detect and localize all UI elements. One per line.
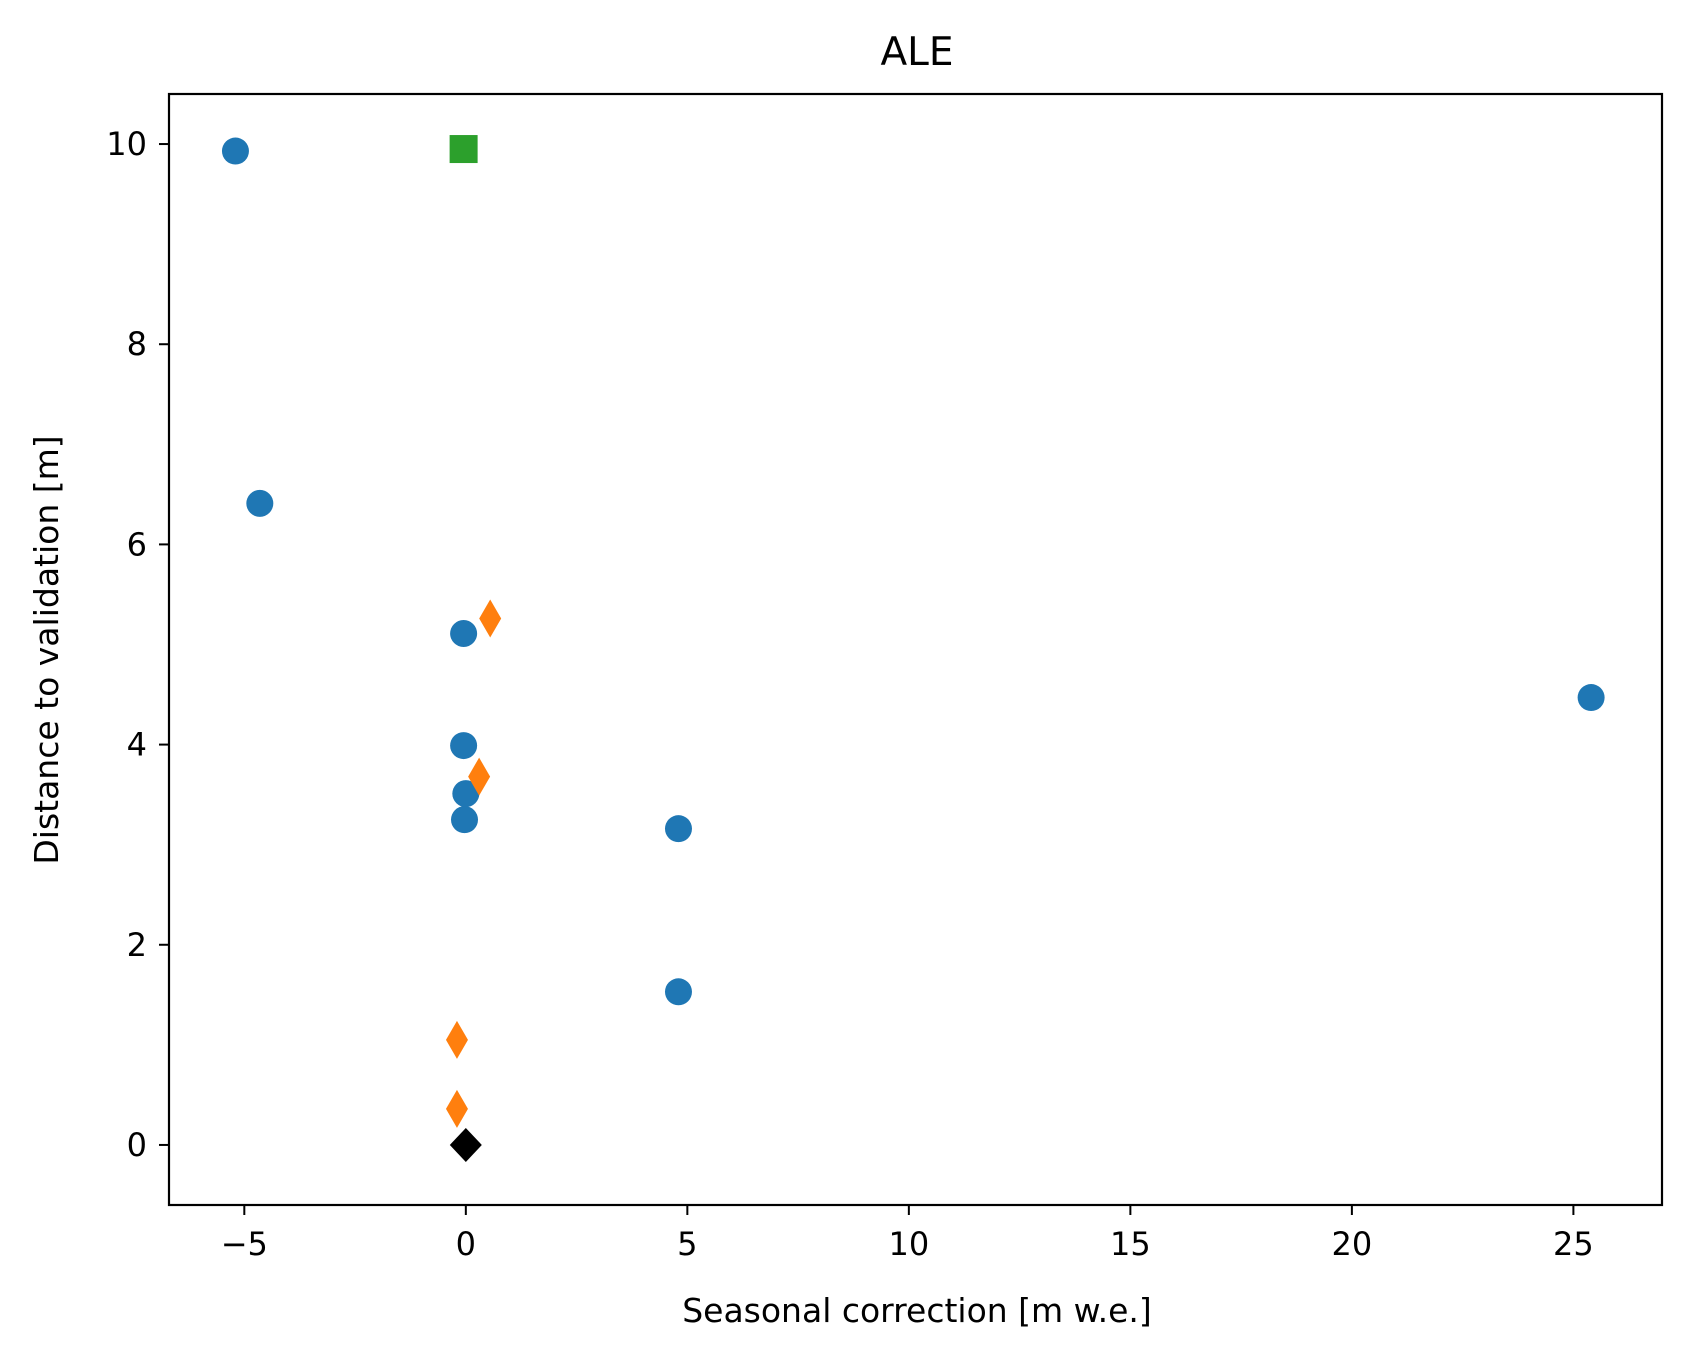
data-point-thin-diamond <box>445 1089 468 1128</box>
data-point-circle <box>450 806 478 834</box>
data-point-square <box>449 135 478 164</box>
y-tick-label: 6 <box>127 525 147 563</box>
x-tick-label: 5 <box>677 1225 697 1263</box>
x-axis-ticks: −5 0 5 10 15 20 25 <box>221 1205 1594 1263</box>
x-tick-label: 20 <box>1332 1225 1373 1263</box>
y-axis-label: Distance to validation [m] <box>27 435 66 864</box>
y-tick-label: 8 <box>127 325 147 363</box>
x-tick-label: −5 <box>221 1225 268 1263</box>
y-tick-label: 4 <box>127 726 147 764</box>
data-point-circle <box>450 732 478 760</box>
data-point-circle <box>452 780 480 808</box>
data-point-circle <box>221 137 249 165</box>
data-point-thin-diamond <box>468 757 491 796</box>
x-axis-label: Seasonal correction [m w.e.] <box>682 1291 1152 1330</box>
data-marks <box>221 135 1605 1162</box>
data-point-circle <box>664 978 692 1006</box>
y-axis-ticks: 0 2 4 6 8 10 <box>106 125 169 1164</box>
data-point-circle <box>246 489 274 517</box>
x-tick-label: 10 <box>888 1225 929 1263</box>
data-point-circle <box>1577 684 1605 712</box>
data-point-circle <box>450 619 478 647</box>
data-point-diamond <box>449 1127 482 1162</box>
chart-title: ALE <box>880 30 953 75</box>
data-point-thin-diamond <box>445 1020 468 1059</box>
data-point-circle <box>664 815 692 843</box>
data-point-thin-diamond <box>479 599 502 638</box>
x-tick-label: 15 <box>1110 1225 1151 1263</box>
y-tick-label: 0 <box>127 1126 147 1164</box>
x-tick-label: 25 <box>1553 1225 1594 1263</box>
y-tick-label: 2 <box>127 926 147 964</box>
y-tick-label: 10 <box>106 125 147 163</box>
plot-frame <box>167 92 1664 1207</box>
x-tick-label: 0 <box>456 1225 476 1263</box>
